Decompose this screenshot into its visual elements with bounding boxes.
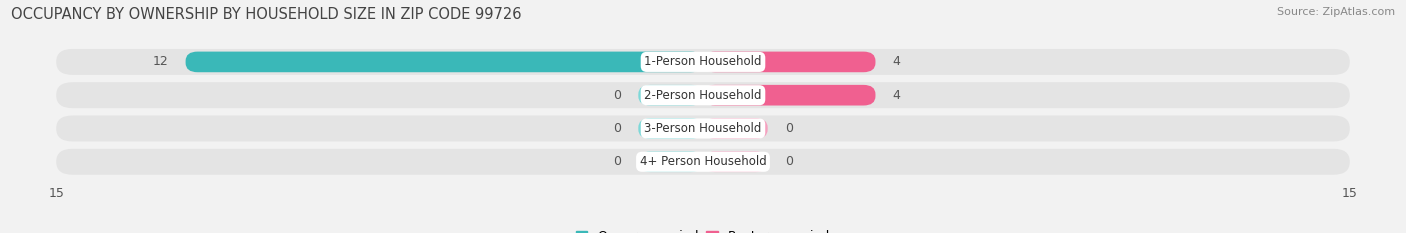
Text: 0: 0 bbox=[613, 122, 621, 135]
Text: 4+ Person Household: 4+ Person Household bbox=[640, 155, 766, 168]
Text: OCCUPANCY BY OWNERSHIP BY HOUSEHOLD SIZE IN ZIP CODE 99726: OCCUPANCY BY OWNERSHIP BY HOUSEHOLD SIZE… bbox=[11, 7, 522, 22]
Legend: Owner-occupied, Renter-occupied: Owner-occupied, Renter-occupied bbox=[576, 230, 830, 233]
Text: 4: 4 bbox=[893, 89, 901, 102]
FancyBboxPatch shape bbox=[186, 51, 703, 72]
Text: Source: ZipAtlas.com: Source: ZipAtlas.com bbox=[1277, 7, 1395, 17]
Text: 3-Person Household: 3-Person Household bbox=[644, 122, 762, 135]
FancyBboxPatch shape bbox=[638, 85, 703, 106]
FancyBboxPatch shape bbox=[56, 149, 1350, 175]
FancyBboxPatch shape bbox=[56, 49, 1350, 75]
FancyBboxPatch shape bbox=[638, 151, 703, 172]
FancyBboxPatch shape bbox=[56, 116, 1350, 141]
Text: 0: 0 bbox=[613, 155, 621, 168]
Text: 0: 0 bbox=[785, 122, 793, 135]
Text: 0: 0 bbox=[613, 89, 621, 102]
FancyBboxPatch shape bbox=[703, 118, 768, 139]
Text: 4: 4 bbox=[893, 55, 901, 69]
FancyBboxPatch shape bbox=[703, 151, 768, 172]
Text: 1-Person Household: 1-Person Household bbox=[644, 55, 762, 69]
Text: 2-Person Household: 2-Person Household bbox=[644, 89, 762, 102]
Text: 12: 12 bbox=[153, 55, 169, 69]
Text: 0: 0 bbox=[785, 155, 793, 168]
FancyBboxPatch shape bbox=[56, 82, 1350, 108]
FancyBboxPatch shape bbox=[703, 51, 876, 72]
FancyBboxPatch shape bbox=[638, 118, 703, 139]
FancyBboxPatch shape bbox=[703, 85, 876, 106]
